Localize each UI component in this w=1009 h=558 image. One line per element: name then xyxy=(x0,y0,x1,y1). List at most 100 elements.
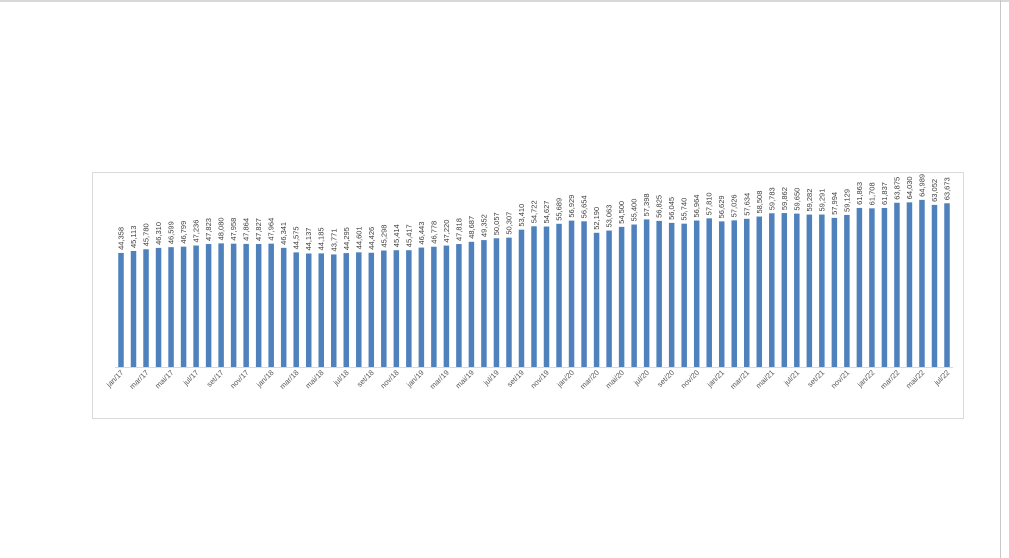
data-label: 53,410 xyxy=(517,204,526,227)
data-label: 54,500 xyxy=(617,201,626,224)
bar[interactable] xyxy=(393,250,400,367)
bar[interactable] xyxy=(118,252,124,367)
bar[interactable] xyxy=(193,245,199,367)
bar[interactable] xyxy=(643,219,650,367)
bar[interactable] xyxy=(418,247,425,367)
bar[interactable] xyxy=(794,213,800,367)
bar[interactable] xyxy=(543,226,550,367)
bar[interactable] xyxy=(230,243,237,367)
x-tick-label: jan/18 xyxy=(254,368,276,390)
data-label: 46,443 xyxy=(417,222,426,245)
data-label: 44,601 xyxy=(354,226,363,249)
bar[interactable] xyxy=(243,243,249,367)
bar[interactable] xyxy=(844,214,850,367)
bar[interactable] xyxy=(406,250,412,367)
x-tick-label: mai/22 xyxy=(904,368,926,390)
bar[interactable] xyxy=(944,203,950,367)
bar[interactable] xyxy=(456,244,462,367)
bar[interactable] xyxy=(756,216,763,367)
bar[interactable] xyxy=(155,247,162,367)
x-tick-label: nov/21 xyxy=(829,368,851,390)
bar[interactable] xyxy=(305,253,312,367)
data-label: 46,599 xyxy=(167,221,176,244)
data-label: 59,783 xyxy=(767,187,776,210)
bar[interactable] xyxy=(593,232,600,367)
bar[interactable] xyxy=(869,208,875,367)
bar[interactable] xyxy=(518,229,525,367)
bar[interactable] xyxy=(581,221,587,367)
bar[interactable] xyxy=(568,220,575,367)
x-tick-label: jan/17 xyxy=(104,368,126,390)
bar[interactable] xyxy=(744,218,750,367)
data-label: 59,282 xyxy=(805,189,814,212)
bar[interactable] xyxy=(806,214,813,367)
bar[interactable] xyxy=(894,202,900,367)
bar[interactable] xyxy=(919,199,925,367)
bar[interactable] xyxy=(331,254,337,367)
bar[interactable] xyxy=(668,222,675,367)
bar[interactable] xyxy=(168,247,174,367)
data-label: 59,862 xyxy=(780,187,789,210)
bar[interactable] xyxy=(531,226,537,367)
bar[interactable] xyxy=(343,253,350,367)
bar[interactable] xyxy=(143,249,149,367)
bar[interactable] xyxy=(255,244,262,367)
bar[interactable] xyxy=(731,220,737,367)
bar[interactable] xyxy=(606,230,612,367)
bar[interactable] xyxy=(618,226,625,367)
data-label: 47,864 xyxy=(242,218,251,241)
bar[interactable] xyxy=(769,213,775,367)
data-label: 63,673 xyxy=(943,177,952,200)
bar[interactable] xyxy=(280,247,287,367)
data-label: 54,722 xyxy=(530,200,539,223)
bar[interactable] xyxy=(293,252,299,367)
x-tick-label: set/19 xyxy=(505,368,526,389)
bar[interactable] xyxy=(356,252,362,367)
bar[interactable] xyxy=(368,252,375,367)
bar[interactable] xyxy=(431,246,437,367)
bar[interactable] xyxy=(493,238,500,367)
bar[interactable] xyxy=(831,217,838,367)
x-tick-label: mar/21 xyxy=(728,368,751,391)
bar[interactable] xyxy=(718,221,725,367)
data-label: 56,964 xyxy=(692,195,701,218)
bar[interactable] xyxy=(681,223,687,367)
x-tick-label: jul/19 xyxy=(481,368,501,388)
bar[interactable] xyxy=(631,224,637,367)
bar[interactable] xyxy=(506,237,512,367)
data-label: 44,426 xyxy=(367,227,376,250)
data-label: 56,825 xyxy=(655,195,664,218)
bar[interactable] xyxy=(931,204,938,367)
x-tick-label: jan/22 xyxy=(855,368,877,390)
data-label: 55,400 xyxy=(630,199,639,222)
data-label: 55,740 xyxy=(680,198,689,221)
bar[interactable] xyxy=(556,223,562,367)
bar[interactable] xyxy=(819,214,825,367)
data-label: 44,137 xyxy=(304,228,313,251)
bar[interactable] xyxy=(706,218,712,367)
chart-area[interactable] xyxy=(92,172,964,419)
bar[interactable] xyxy=(180,246,187,367)
data-label: 44,575 xyxy=(292,226,301,249)
bar[interactable] xyxy=(906,202,913,367)
bar[interactable] xyxy=(268,243,274,367)
bar[interactable] xyxy=(881,207,888,367)
bar[interactable] xyxy=(693,220,700,367)
window-right-border xyxy=(1000,0,1001,558)
bar[interactable] xyxy=(481,240,487,367)
x-tick-label: set/20 xyxy=(655,368,676,389)
bar[interactable] xyxy=(656,220,662,367)
bar[interactable] xyxy=(318,253,324,367)
bar[interactable] xyxy=(856,207,863,367)
data-label: 52,190 xyxy=(592,207,601,230)
bar[interactable] xyxy=(130,250,137,367)
bar[interactable] xyxy=(205,244,212,367)
data-label: 46,341 xyxy=(279,222,288,245)
bar[interactable] xyxy=(468,241,475,367)
x-tick-label: jan/19 xyxy=(404,368,426,390)
bar[interactable] xyxy=(381,250,387,367)
bar[interactable] xyxy=(781,213,788,367)
x-tick-label: mai/19 xyxy=(454,368,476,390)
bar[interactable] xyxy=(218,243,224,367)
bar[interactable] xyxy=(443,245,450,367)
